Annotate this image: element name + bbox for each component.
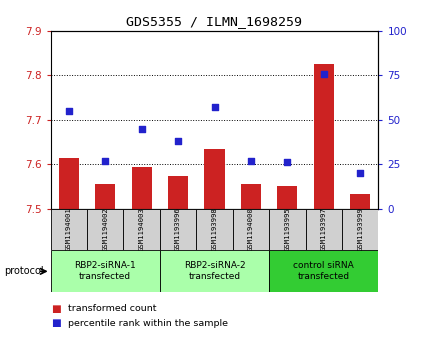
Point — [102, 158, 109, 164]
Text: GSM1193998: GSM1193998 — [212, 207, 217, 250]
Text: ■: ■ — [51, 318, 60, 328]
Text: GSM1194001: GSM1194001 — [66, 207, 72, 250]
Text: control siRNA
transfected: control siRNA transfected — [293, 261, 354, 281]
Bar — [269, 209, 305, 250]
Bar — [124, 209, 160, 250]
Text: protocol: protocol — [4, 266, 44, 276]
Text: GSM1193995: GSM1193995 — [284, 207, 290, 250]
Point — [175, 138, 182, 144]
Point — [320, 71, 327, 77]
Bar — [87, 209, 124, 250]
Bar — [51, 209, 87, 250]
Point — [138, 126, 145, 131]
Bar — [277, 185, 297, 209]
Bar — [196, 209, 233, 250]
Bar — [241, 184, 261, 209]
Bar — [59, 158, 79, 209]
Text: ■: ■ — [51, 303, 60, 314]
Bar — [95, 184, 115, 209]
Bar — [269, 250, 378, 292]
Point — [65, 108, 72, 114]
Bar — [233, 209, 269, 250]
Text: GSM1193996: GSM1193996 — [175, 207, 181, 250]
Point — [357, 170, 364, 176]
Text: percentile rank within the sample: percentile rank within the sample — [68, 319, 228, 327]
Bar — [51, 250, 160, 292]
Text: GSM1194002: GSM1194002 — [102, 207, 108, 250]
Title: GDS5355 / ILMN_1698259: GDS5355 / ILMN_1698259 — [127, 15, 303, 28]
Bar — [205, 149, 224, 209]
Bar — [160, 250, 269, 292]
Text: GSM1193999: GSM1193999 — [357, 207, 363, 250]
Bar — [314, 64, 334, 209]
Text: RBP2-siRNA-1
transfected: RBP2-siRNA-1 transfected — [74, 261, 136, 281]
Text: RBP2-siRNA-2
transfected: RBP2-siRNA-2 transfected — [183, 261, 246, 281]
Bar — [342, 209, 378, 250]
Bar — [305, 209, 342, 250]
Point — [284, 160, 291, 166]
Bar — [160, 209, 196, 250]
Text: GSM1193997: GSM1193997 — [321, 207, 327, 250]
Bar — [350, 193, 370, 209]
Text: GSM1194003: GSM1194003 — [139, 207, 145, 250]
Text: transformed count: transformed count — [68, 304, 157, 313]
Point — [211, 105, 218, 110]
Point — [247, 158, 254, 164]
Bar — [168, 176, 188, 209]
Bar — [132, 167, 152, 209]
Text: GSM1194000: GSM1194000 — [248, 207, 254, 250]
